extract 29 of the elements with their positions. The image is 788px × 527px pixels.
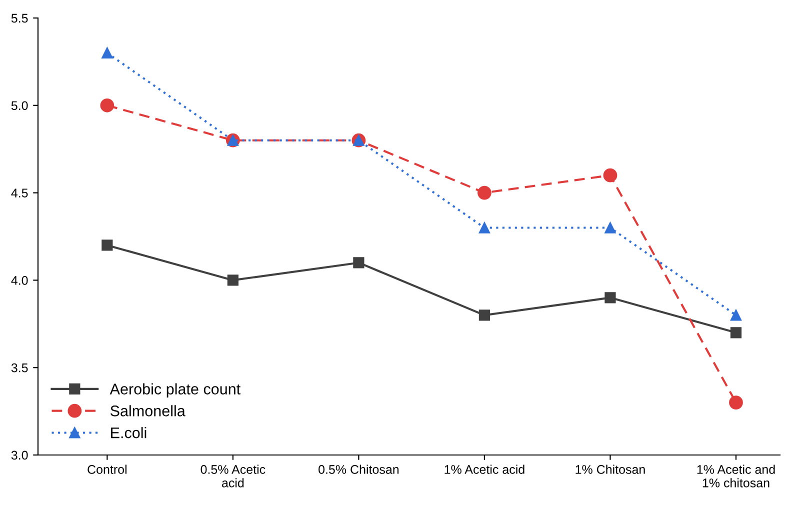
y-tick-label: 4.5 (11, 188, 28, 198)
point (603, 168, 618, 182)
x-tick-label: 1% Acetic and 1% chitosan (697, 464, 775, 488)
point (730, 310, 742, 321)
x-tick-label: 1% Chitosan (576, 464, 645, 474)
point (604, 222, 616, 234)
y-tick-label: 5.5 (11, 14, 28, 23)
legend-label: Aerobic plate count (110, 383, 240, 398)
y-tick-label: 5.0 (11, 101, 28, 110)
x-tick-label: Control (88, 464, 126, 474)
y-tick-label: 3.0 (11, 450, 28, 460)
x-tick-label: 1% Acetic acid (444, 464, 524, 474)
point (102, 47, 113, 59)
point (478, 186, 492, 200)
point (100, 98, 114, 112)
point (102, 240, 113, 251)
point (478, 222, 490, 234)
y-tick-label: 4.0 (11, 276, 28, 285)
x-tick-label: 0.5% Chitosan (318, 464, 399, 474)
point (478, 310, 490, 321)
legend-label: E.coli (111, 427, 146, 438)
point (729, 396, 743, 410)
point (730, 327, 742, 338)
x-tick-label: 0.5% Acetic acid (200, 464, 266, 488)
point (227, 274, 238, 286)
point (353, 257, 364, 268)
y-tick-label: 3.5 (11, 363, 28, 372)
point (604, 292, 616, 304)
legend-label: Salmonella (110, 405, 186, 416)
